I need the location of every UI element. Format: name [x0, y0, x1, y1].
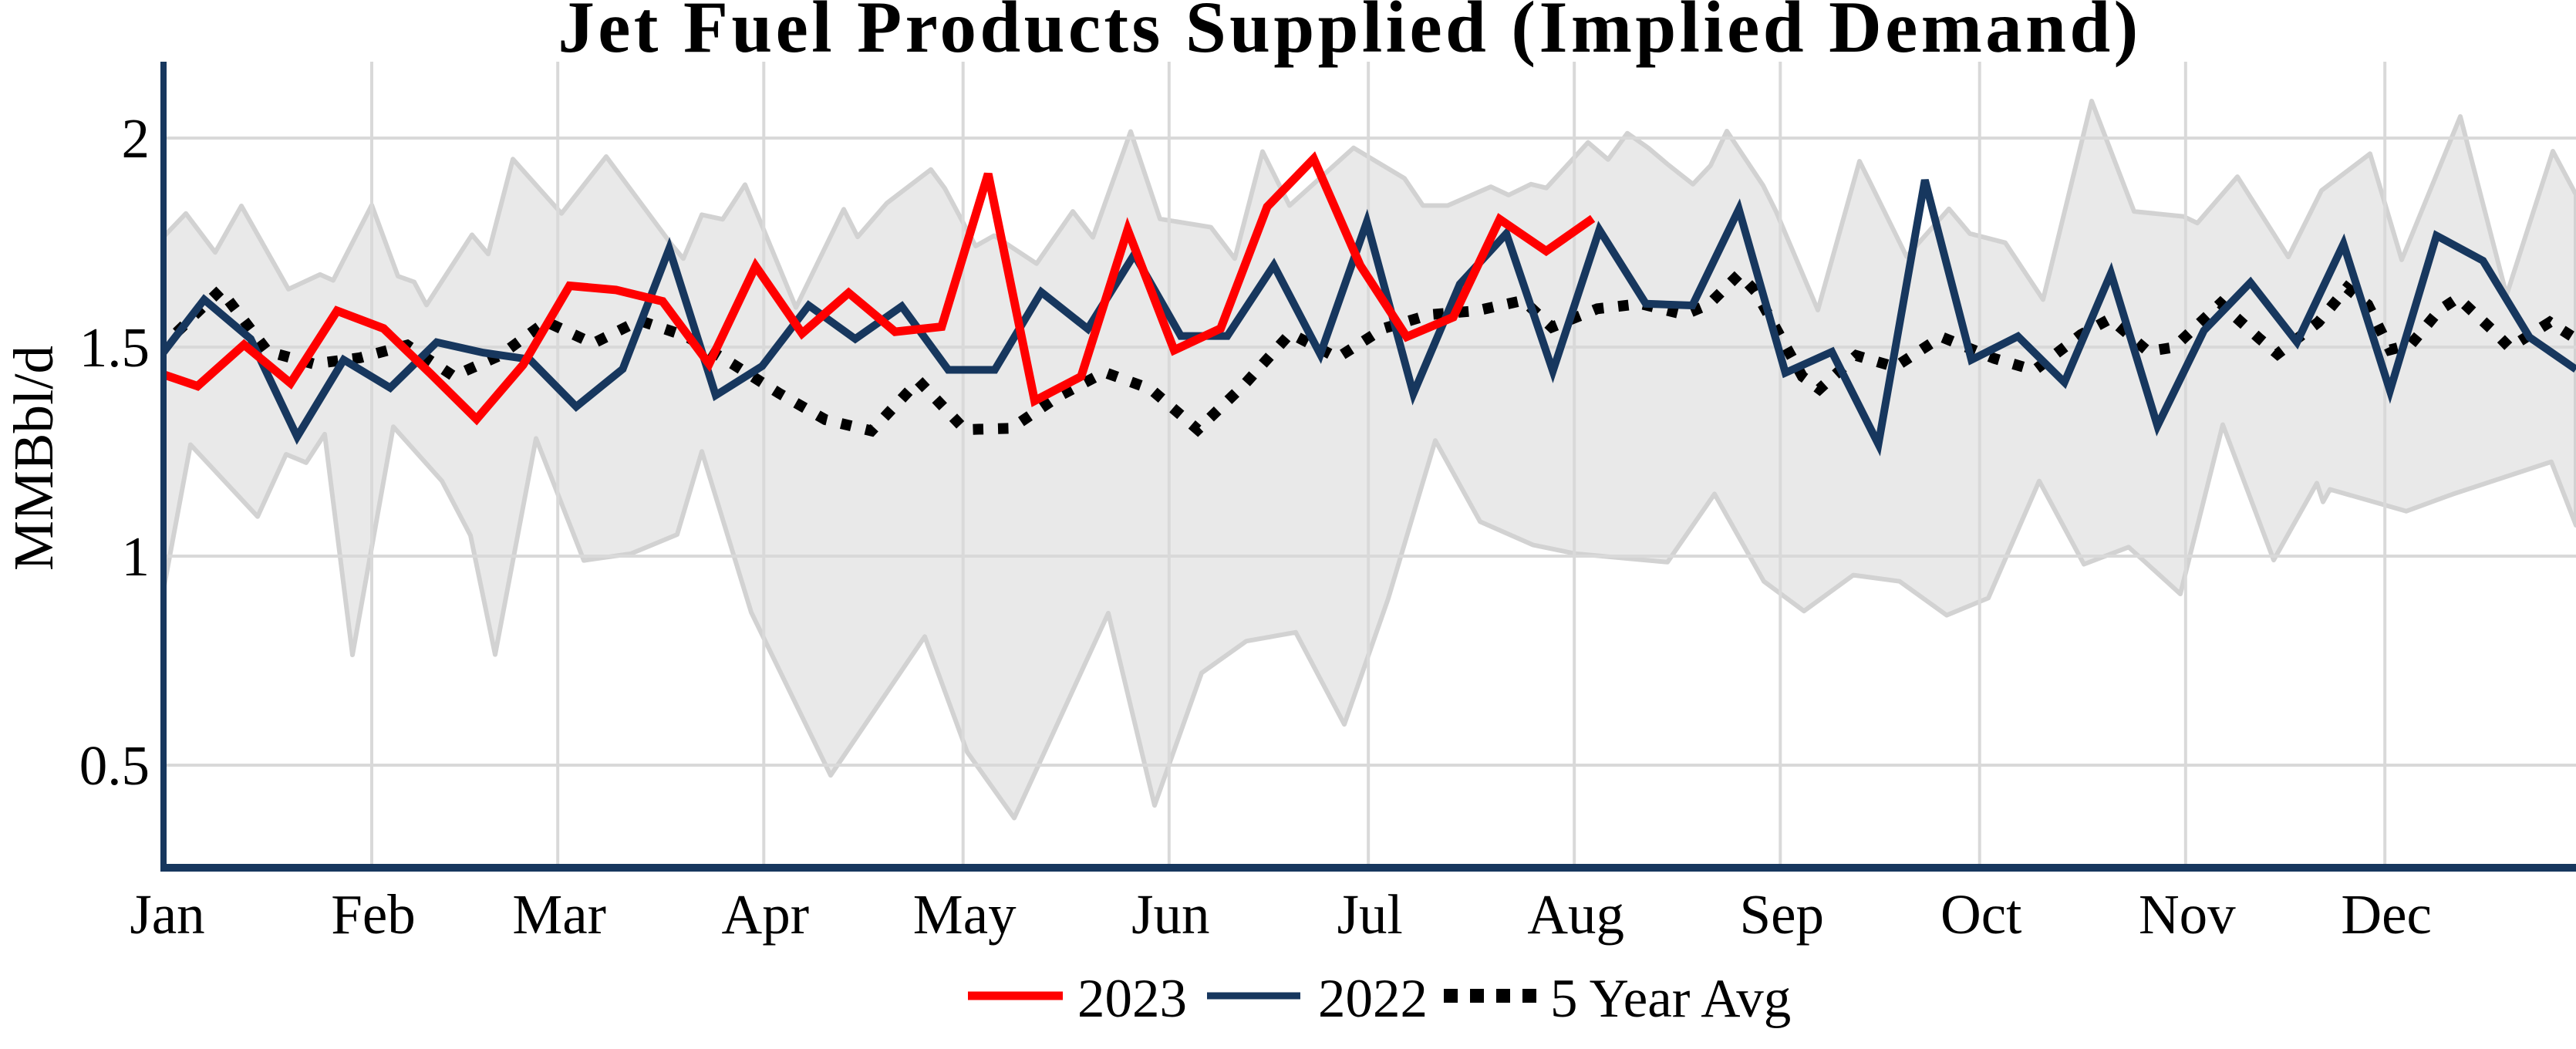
svg-text:0.5: 0.5: [79, 734, 150, 797]
svg-text:May: May: [913, 883, 1017, 946]
svg-text:2022: 2022: [1318, 969, 1428, 1029]
svg-text:Sep: Sep: [1740, 883, 1825, 946]
svg-text:5 Year Avg: 5 Year Avg: [1550, 969, 1791, 1029]
svg-text:Feb: Feb: [331, 883, 416, 946]
svg-text:Jet Fuel Products Supplied (Im: Jet Fuel Products Supplied (Implied Dema…: [558, 0, 2141, 68]
svg-text:Aug: Aug: [1527, 883, 1624, 946]
svg-text:Oct: Oct: [1940, 883, 2021, 946]
svg-text:Jun: Jun: [1131, 883, 1209, 946]
svg-text:2: 2: [122, 107, 150, 170]
svg-text:Apr: Apr: [722, 883, 810, 946]
svg-text:Mar: Mar: [512, 883, 606, 946]
svg-text:1: 1: [122, 525, 150, 588]
svg-text:Jan: Jan: [130, 883, 204, 946]
svg-text:MMBbl/d: MMBbl/d: [2, 346, 65, 571]
svg-text:Jul: Jul: [1337, 883, 1403, 946]
svg-text:Dec: Dec: [2341, 883, 2432, 946]
svg-text:2023: 2023: [1077, 969, 1187, 1029]
svg-text:Nov: Nov: [2139, 883, 2236, 946]
svg-text:1.5: 1.5: [79, 316, 150, 379]
